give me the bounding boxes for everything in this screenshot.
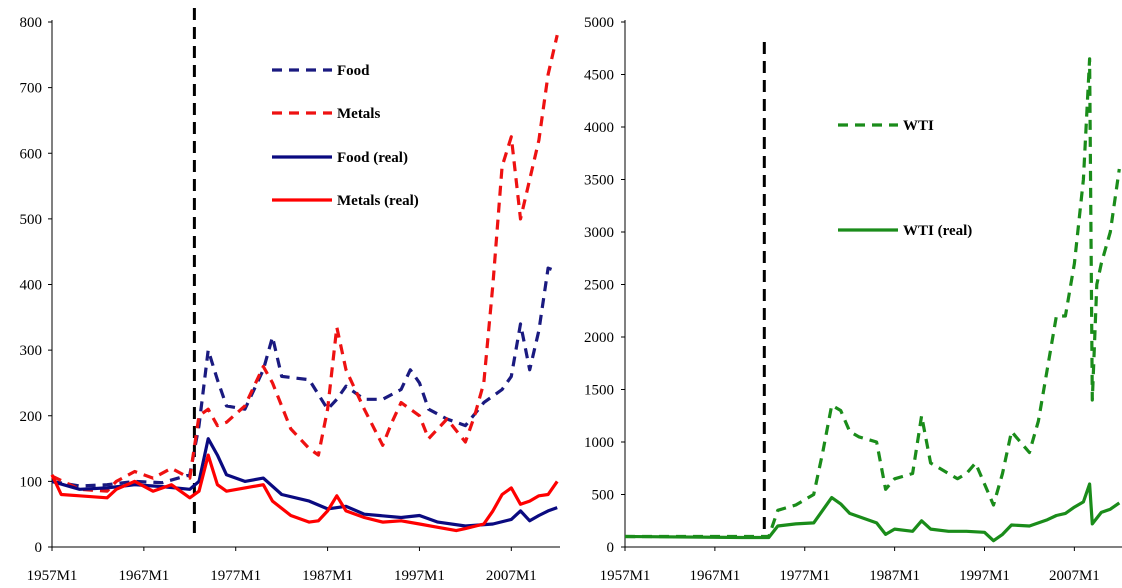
y-tick-label: 800	[20, 15, 43, 31]
series-line-wti-real	[624, 482, 1121, 543]
x-tick-label: 1967M1	[689, 568, 740, 584]
x-tick-label: 2007M1	[486, 568, 537, 584]
legend-label-food-real: Food (real)	[337, 150, 408, 166]
x-tick-label: 1957M1	[27, 568, 78, 584]
x-tick-label: 1997M1	[394, 568, 445, 584]
chart-panel-commodity-prices: 0 100 200 300 400 500 600 700 800 1957M1 1967M1 197…	[20, 8, 560, 584]
y-tick-label: 100	[20, 474, 43, 490]
y-tick-label: 400	[20, 278, 43, 294]
chart-panel-wti-oil-prices: 0 500 1000 1500 2000 2500 3000 3500 4000 4500 5000…	[584, 15, 1122, 584]
x-tick-label: 1977M1	[779, 568, 830, 584]
x-tick-label: 1957M1	[600, 568, 651, 584]
series-line-wti	[625, 57, 1121, 539]
x-tick-label: 1967M1	[118, 568, 169, 584]
x-tick-label: 1997M1	[959, 568, 1010, 584]
y-tick-label: 2500	[584, 278, 614, 294]
x-tick-label: 1977M1	[210, 568, 261, 584]
y-tick-label: 4500	[584, 68, 614, 84]
y-tick-label: 600	[20, 146, 43, 162]
series-line-metals-real	[50, 453, 559, 533]
x-tick-label: 1987M1	[869, 568, 920, 584]
y-tick-label: 3000	[584, 225, 614, 241]
legend-label-metals: Metals	[337, 106, 380, 122]
y-tick-label: 700	[20, 81, 43, 97]
y-tick-label: 5000	[584, 15, 614, 31]
x-tick-label: 1987M1	[302, 568, 353, 584]
y-tick-label: 0	[607, 540, 615, 556]
series-line-metals	[51, 34, 559, 493]
y-tick-label: 3500	[584, 173, 614, 189]
x-tick-label: 2007M1	[1049, 568, 1100, 584]
legend-label-metals-real: Metals (real)	[337, 193, 419, 209]
y-tick-label: 2000	[584, 330, 614, 346]
y-tick-label: 500	[592, 488, 615, 504]
y-tick-label: 0	[35, 540, 43, 556]
series-line-food	[51, 266, 558, 488]
y-tick-label: 1500	[584, 383, 614, 399]
y-tick-label: 200	[20, 409, 43, 425]
legend-label-wti-real: WTI (real)	[903, 223, 972, 239]
legend-label-wti: WTI	[903, 118, 934, 134]
y-tick-label: 4000	[584, 120, 614, 136]
legend-label-food: Food	[337, 63, 370, 79]
y-tick-label: 300	[20, 343, 43, 359]
y-tick-label: 1000	[584, 435, 614, 451]
y-tick-label: 500	[20, 212, 43, 228]
